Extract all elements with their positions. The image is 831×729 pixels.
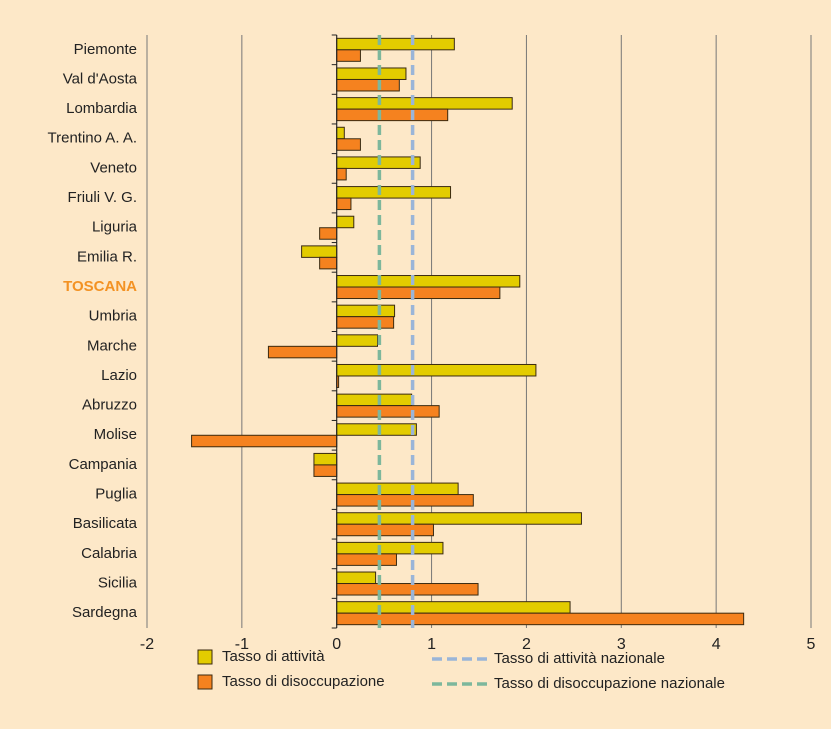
y-tick-label: Basilicata — [73, 515, 138, 532]
bar — [336, 78, 400, 92]
bar — [336, 494, 474, 507]
bar — [336, 167, 347, 181]
bar — [336, 482, 459, 496]
bar — [336, 108, 449, 122]
x-tick-label: 3 — [617, 636, 626, 653]
y-tick-label: Molise — [94, 426, 137, 443]
y-tick-label: Veneto — [90, 159, 137, 176]
bar — [336, 286, 501, 300]
bar — [301, 245, 338, 258]
y-tick-label: Piemonte — [74, 41, 137, 58]
y-tick-label: Lazio — [101, 367, 137, 384]
bar — [336, 363, 537, 377]
legend-swatch — [197, 674, 213, 690]
bar — [336, 393, 413, 407]
y-tick-label: Puglia — [95, 486, 137, 503]
bar — [336, 612, 745, 626]
y-tick-label: TOSCANA — [63, 278, 137, 295]
y-tick-label: Umbria — [89, 308, 138, 325]
bar — [336, 275, 521, 288]
x-tick-label: -1 — [235, 636, 249, 653]
legend-label: Tasso di disoccupazione nazionale — [494, 675, 725, 692]
bar — [336, 49, 361, 62]
bar — [319, 227, 338, 240]
bar — [336, 405, 440, 418]
bar — [336, 334, 379, 347]
legend-swatch — [197, 649, 213, 665]
y-tick-label: Liguria — [92, 219, 138, 236]
bar — [336, 512, 582, 525]
bar — [336, 97, 513, 110]
y-tick-label: Emilia R. — [77, 248, 137, 265]
y-tick-label: Val d'Aosta — [63, 70, 138, 87]
bar — [336, 126, 345, 140]
bar — [313, 452, 338, 466]
bar — [336, 138, 361, 151]
bar — [336, 67, 407, 80]
x-tick-label: 1 — [427, 636, 436, 653]
bar — [336, 215, 355, 229]
y-tick-label: Friuli V. G. — [68, 189, 137, 206]
bar — [191, 434, 338, 448]
y-tick-label: Lombardia — [66, 100, 138, 117]
y-tick-label: Calabria — [81, 545, 138, 562]
x-tick-label: 2 — [522, 636, 531, 653]
y-tick-label: Trentino A. A. — [48, 130, 138, 147]
bar — [336, 571, 377, 585]
legend-label: Tasso di attività — [222, 648, 325, 665]
bar — [336, 523, 434, 537]
legend-label: Tasso di disoccupazione — [222, 673, 385, 690]
bar — [313, 464, 338, 477]
x-tick-label: 4 — [712, 636, 721, 653]
y-tick-label: Sardegna — [72, 604, 138, 621]
bar — [336, 601, 571, 614]
bar — [336, 197, 352, 211]
y-tick-label: Abruzzo — [82, 397, 137, 414]
x-tick-label: 5 — [807, 636, 816, 653]
y-tick-label: Marche — [87, 337, 137, 354]
bar — [336, 423, 417, 436]
x-tick-label: 0 — [332, 636, 341, 653]
bar — [336, 541, 444, 555]
bar — [336, 553, 397, 566]
bar — [319, 256, 338, 270]
bar — [336, 37, 455, 51]
bar — [336, 316, 395, 329]
y-tick-label: Sicilia — [98, 574, 138, 591]
bar — [336, 186, 452, 199]
y-tick-label: Campania — [69, 456, 138, 473]
bar — [336, 583, 479, 596]
legend-label: Tasso di attività nazionale — [494, 650, 665, 667]
bar — [336, 304, 396, 318]
x-tick-label: -2 — [140, 636, 154, 653]
bar — [267, 345, 338, 359]
